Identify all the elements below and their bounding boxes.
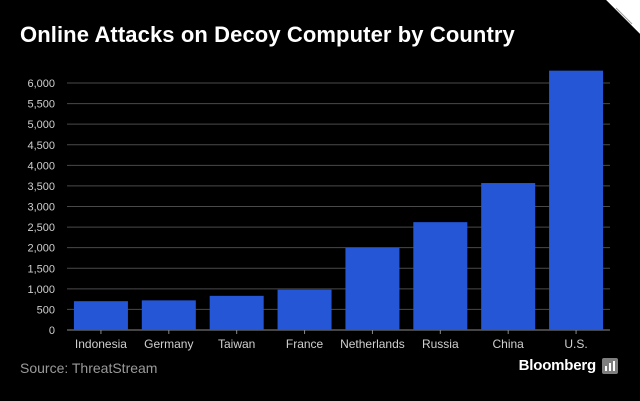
y-tick-label: 4,000 bbox=[27, 160, 55, 172]
bar-chart: 0 500 1,000 1,500 2,000 2,500 3,000 3,500 4,000 4… bbox=[27, 70, 610, 351]
bar-russia bbox=[413, 222, 468, 330]
x-tick-label: Taiwan bbox=[218, 337, 255, 351]
y-tick-label: 1,000 bbox=[27, 284, 55, 296]
bloomberg-chart-icon bbox=[602, 357, 618, 374]
bar-netherlands bbox=[345, 247, 400, 330]
y-tick-label: 3,000 bbox=[27, 202, 55, 214]
y-axis-ticks: 0 500 1,000 1,500 2,000 2,500 3,000 3,500 4,000 4… bbox=[27, 78, 55, 337]
y-tick-label: 500 bbox=[37, 304, 55, 316]
x-tick-label: U.S. bbox=[564, 337, 587, 351]
y-tick-label: 2,000 bbox=[27, 243, 55, 255]
x-tick-label: China bbox=[493, 337, 525, 351]
x-tick-label: France bbox=[286, 337, 324, 351]
y-tick-label: 6,000 bbox=[27, 78, 55, 90]
y-tick-label: 2,500 bbox=[27, 222, 55, 234]
brand-name: Bloomberg bbox=[518, 357, 597, 374]
bar-france bbox=[277, 289, 332, 330]
bar-china bbox=[481, 183, 536, 330]
corner-fold-icon bbox=[606, 0, 640, 34]
x-axis-ticks: Indonesia Germany Taiwan France Netherlands R… bbox=[75, 330, 588, 351]
x-tick-label: Germany bbox=[144, 337, 193, 351]
source-note: Source: ThreatStream bbox=[20, 360, 158, 376]
y-tick-label: 5,000 bbox=[27, 119, 55, 131]
brand-logo: Bloomberg bbox=[519, 357, 618, 374]
bar-germany bbox=[141, 300, 196, 330]
bar-u-s bbox=[549, 70, 604, 331]
bars bbox=[73, 70, 604, 331]
y-tick-label: 1,500 bbox=[27, 263, 55, 275]
y-tick-label: 0 bbox=[49, 325, 55, 337]
y-tick-label: 3,500 bbox=[27, 181, 55, 193]
y-tick-label: 5,500 bbox=[27, 99, 55, 111]
bar-taiwan bbox=[209, 295, 264, 330]
bar-indonesia bbox=[73, 301, 128, 330]
x-tick-label: Indonesia bbox=[75, 337, 127, 351]
x-tick-label: Netherlands bbox=[340, 337, 405, 351]
x-tick-label: Russia bbox=[422, 337, 459, 351]
chart-title: Online Attacks on Decoy Computer by Coun… bbox=[20, 22, 515, 47]
y-tick-label: 4,500 bbox=[27, 140, 55, 152]
